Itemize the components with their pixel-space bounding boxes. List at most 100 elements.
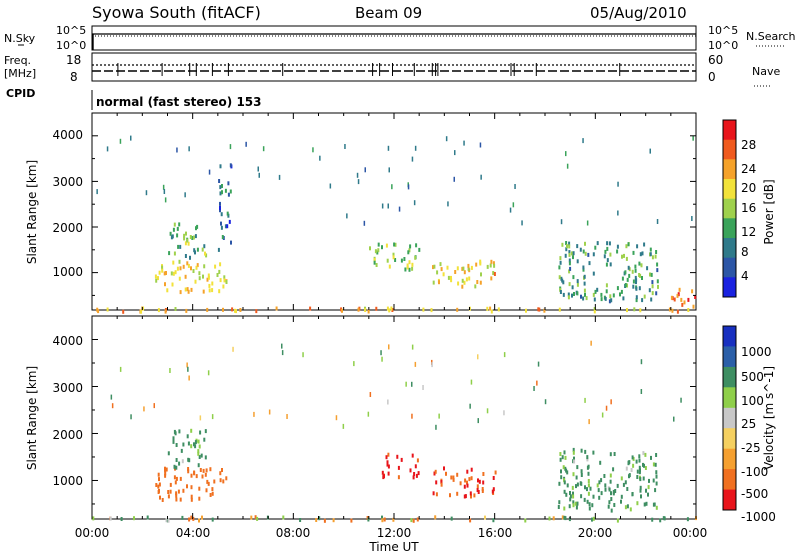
scatter-cell: [650, 272, 653, 277]
scatter-cell: [493, 263, 496, 268]
scatter-cell: [357, 179, 360, 185]
scatter-cell: [186, 238, 189, 243]
scatter-cell: [592, 292, 595, 297]
scatter-cell: [610, 508, 613, 513]
nave-label: Nave: [752, 65, 780, 78]
scatter-cell: [193, 471, 196, 476]
scatter-cell: [656, 219, 659, 224]
scatter-cell: [335, 415, 338, 421]
scatter-cell: [120, 517, 123, 521]
power-colorbar-frame: [722, 119, 737, 298]
scatter-cell: [220, 212, 223, 217]
scatter-cell: [239, 308, 242, 312]
scatter-cell: [621, 276, 624, 281]
scatter-cell: [584, 449, 587, 454]
scatter-cell: [476, 488, 479, 492]
scatter-cell: [654, 462, 657, 467]
scatter-cell: [195, 226, 197, 231]
scatter-cell: [225, 280, 228, 284]
scatter-cell: [687, 308, 690, 312]
scatter-cell: [388, 167, 390, 173]
scatter-cell: [171, 234, 174, 239]
scatter-cell: [375, 263, 378, 267]
scatter-cell: [206, 307, 209, 312]
colorbar-cell: [723, 257, 736, 278]
scatter-cell: [671, 308, 674, 313]
scatter-cell: [567, 295, 570, 300]
velocity-plot-frame: [91, 315, 697, 520]
scatter-cell: [456, 491, 459, 496]
scatter-cell: [537, 361, 540, 367]
scatter-cell: [566, 483, 569, 488]
freq-strip: [91, 52, 697, 82]
scatter-cell: [450, 275, 452, 280]
scatter-cell: [208, 288, 211, 293]
scatter-cell: [583, 497, 586, 502]
scatter-cell: [408, 267, 411, 272]
scatter-cell: [435, 492, 438, 497]
scatter-cell: [635, 295, 638, 300]
scatter-cell: [187, 467, 190, 471]
scatter-cell: [609, 294, 612, 299]
scatter-cell: [477, 418, 479, 424]
scatter-cell: [580, 448, 583, 453]
scatter-cell: [197, 449, 200, 454]
scatter-cell: [558, 265, 561, 270]
vel-cbar-tick-500: 500: [741, 370, 764, 384]
scatter-cell: [639, 308, 642, 313]
scatter-cell: [192, 516, 195, 521]
scatter-cell: [434, 469, 437, 474]
scatter-cell: [199, 430, 202, 435]
scatter-cell: [559, 452, 562, 456]
scatter-cell: [461, 278, 464, 283]
scatter-cell: [387, 464, 390, 469]
scatter-cell: [580, 469, 583, 474]
scatter-cell: [584, 485, 586, 490]
scatter-cell: [586, 487, 588, 492]
scatter-cell: [633, 307, 636, 312]
scatter-cell: [572, 447, 575, 452]
scatter-cell: [563, 450, 566, 455]
scatter-cell: [196, 263, 199, 268]
scatter-cell: [409, 468, 412, 473]
scatter-cell: [651, 517, 654, 522]
scatter-cell: [655, 505, 658, 510]
colorbar-cell: [723, 428, 736, 450]
scatter-cell: [560, 475, 563, 480]
scatter-cell: [161, 498, 164, 502]
scatter-cell: [235, 309, 237, 314]
scatter-cell: [680, 397, 682, 403]
scatter-cell: [192, 235, 195, 240]
scatter-cell: [649, 272, 651, 277]
scatter-cell: [643, 294, 646, 299]
scatter-cell: [492, 261, 495, 266]
scatter-cell: [226, 224, 229, 229]
scatter-cell: [211, 517, 214, 522]
scatter-cell: [612, 467, 615, 472]
scatter-cell: [392, 255, 395, 260]
scatter-cell: [167, 451, 170, 456]
scatter-cell: [655, 291, 658, 296]
power-cbar-tick-28: 28: [741, 138, 756, 152]
scatter-cell: [198, 444, 201, 449]
scatter-cell: [571, 293, 573, 298]
scatter-cell: [187, 263, 190, 268]
scatter-cell: [559, 457, 562, 462]
scatter-cell: [201, 474, 204, 479]
scatter-cell: [406, 265, 409, 270]
scatter-cell: [430, 308, 433, 313]
scatter-cell: [638, 454, 641, 459]
scatter-cell: [381, 245, 383, 250]
scatter-cell: [194, 250, 196, 255]
scatter-cell: [312, 147, 314, 153]
nsearch-label: N.Search: [746, 30, 796, 43]
scatter-cell: [476, 280, 479, 284]
scatter-cell: [394, 258, 397, 262]
scatter-cell: [575, 505, 578, 510]
scatter-cell: [639, 477, 642, 482]
scatter-cell: [606, 258, 609, 263]
scatter-cell: [201, 247, 204, 252]
scatter-cell: [492, 271, 495, 275]
scatter-cell: [552, 516, 555, 521]
